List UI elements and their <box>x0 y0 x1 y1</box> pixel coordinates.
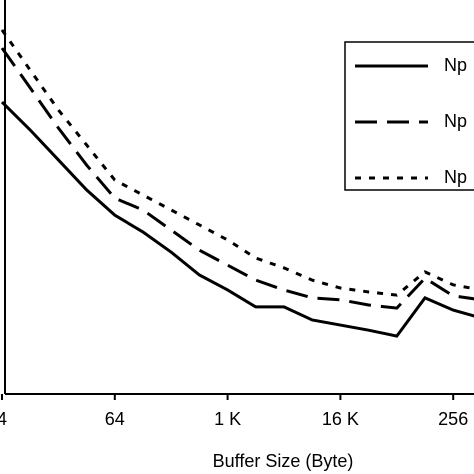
series-line <box>0 47 474 310</box>
legend-label: Np <box>444 167 467 187</box>
legend: Np Np Np <box>344 41 474 191</box>
x-tick-label: 4 <box>0 409 7 429</box>
x-axis-title: Buffer Size (Byte) <box>213 451 354 471</box>
legend-label: Np <box>444 111 467 131</box>
legend-label: Np <box>444 55 467 75</box>
x-tick-label: 16 K <box>322 409 359 429</box>
x-tick-label: 64 <box>105 409 125 429</box>
x-tick-label: 256 <box>438 409 468 429</box>
series-line <box>0 100 474 338</box>
x-tick-label: 1 K <box>214 409 241 429</box>
